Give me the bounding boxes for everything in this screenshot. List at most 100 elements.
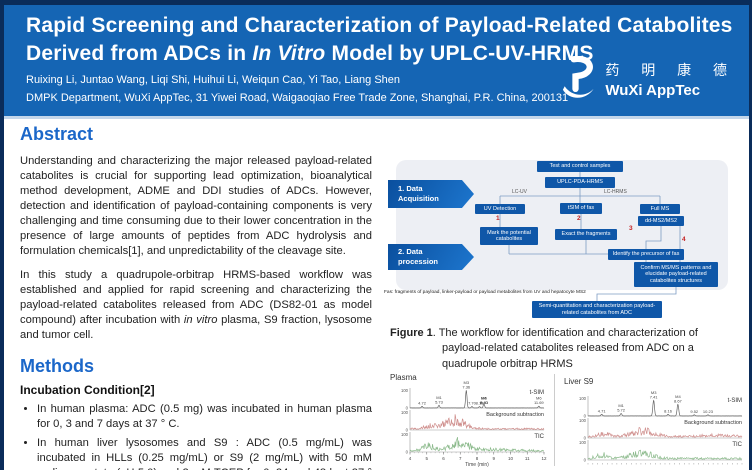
svg-text:100: 100 bbox=[401, 432, 409, 437]
svg-text:100: 100 bbox=[579, 418, 587, 423]
svg-text:8: 8 bbox=[476, 456, 479, 461]
flow-box-uv-detection: UV Detection bbox=[475, 204, 525, 214]
svg-text:Time (min): Time (min) bbox=[465, 462, 489, 468]
chromatogram-liver-s9: Liver S9 100 0 t-SIM 4.71 5.72 M1 7.41 M3 8.16 8.6… bbox=[562, 376, 748, 468]
wuxi-apptec-logo: 药 明 康 德 WuXi AppTec bbox=[562, 56, 736, 102]
step-number-4: 4 bbox=[682, 236, 686, 243]
chromatogram-divider bbox=[554, 374, 555, 466]
svg-text:10: 10 bbox=[508, 456, 514, 461]
flow-box-semi-quantitation: Semi-quantitation and characterization p… bbox=[532, 301, 662, 318]
affiliation-line: DMPK Department, WuXi AppTec, 31 Yiwei R… bbox=[26, 92, 569, 104]
methods-heading: Methods bbox=[20, 356, 94, 376]
svg-text:8.43: 8.43 bbox=[480, 400, 489, 405]
step-number-3: 3 bbox=[629, 225, 633, 232]
svg-text:M6: M6 bbox=[536, 396, 542, 401]
svg-text:100: 100 bbox=[401, 388, 409, 393]
svg-text:7.70: 7.70 bbox=[468, 401, 477, 406]
title2-italic: In Vitro bbox=[252, 42, 326, 65]
svg-text:Liver S9: Liver S9 bbox=[564, 377, 594, 386]
svg-text:M4: M4 bbox=[675, 394, 681, 399]
svg-text:0: 0 bbox=[584, 414, 587, 419]
svg-text:5.72: 5.72 bbox=[617, 408, 626, 413]
wuxi-logo-text: 药 明 康 德 WuXi AppTec bbox=[605, 60, 736, 99]
svg-text:M5: M5 bbox=[481, 396, 487, 401]
left-column: Abstract Understanding and characterizin… bbox=[20, 124, 372, 470]
svg-text:M3: M3 bbox=[651, 390, 657, 395]
svg-text:11.69: 11.69 bbox=[534, 400, 544, 405]
poster-title-line1: Rapid Screening and Characterization of … bbox=[26, 14, 733, 37]
svg-text:0: 0 bbox=[406, 406, 409, 411]
flow-box-dd-ms2: dd-MS2/MS2 bbox=[638, 216, 684, 226]
flow-box-identify-precursor: Identify the precursor of fas bbox=[608, 249, 684, 260]
flow-box-tsim-of-fas: tSIM of fas bbox=[560, 203, 602, 214]
workflow-connector-lines bbox=[499, 172, 681, 301]
svg-text:Background subtraction: Background subtraction bbox=[486, 412, 544, 418]
abstract-paragraph-2: In this study a quadrupole-orbitrap HRMS… bbox=[20, 268, 372, 343]
svg-text:7.41: 7.41 bbox=[650, 394, 659, 399]
figure1-caption: Figure 1. The workflow for identificatio… bbox=[390, 326, 742, 372]
flow-box-mark-potential-catabolites: Mark the potential catabolites bbox=[480, 227, 538, 245]
wuxi-logo-mark-icon bbox=[563, 56, 594, 98]
wuxi-logo-chinese: 药 明 康 德 bbox=[605, 61, 736, 78]
abstract-heading: Abstract bbox=[20, 124, 94, 144]
svg-text:7: 7 bbox=[459, 456, 462, 461]
abstract-p2-pre: In this study a quadrupole-orbitrap HRMS… bbox=[20, 269, 372, 326]
svg-text:100: 100 bbox=[579, 396, 587, 401]
incubation-condition-subheading: Incubation Condition[2] bbox=[20, 383, 155, 397]
figure1-caption-text: . The workflow for identification and ch… bbox=[432, 327, 698, 370]
abstract-paragraph-1: Understanding and characterizing the maj… bbox=[20, 155, 372, 257]
svg-text:5: 5 bbox=[425, 456, 428, 461]
step-number-2: 2 bbox=[577, 215, 581, 222]
svg-text:M1: M1 bbox=[618, 403, 624, 408]
flow-box-full-ms: Full MS bbox=[640, 204, 680, 214]
svg-text:t-SIM: t-SIM bbox=[530, 390, 544, 396]
svg-text:M4: M4 bbox=[481, 395, 487, 400]
poster-header: Rapid Screening and Characterization of … bbox=[0, 0, 752, 119]
svg-text:5.73: 5.73 bbox=[435, 399, 444, 404]
svg-text:7.36: 7.36 bbox=[462, 384, 471, 389]
poster-title-line2: Derived from ADCs in In Vitro Model by U… bbox=[26, 42, 594, 66]
svg-text:100: 100 bbox=[579, 440, 587, 445]
svg-text:8.15: 8.15 bbox=[476, 401, 485, 406]
chromatogram-plasma: Plasma 100 0 t-SIM 4.72 5.73 M1 7.36 M3 7.70 8.15 8… bbox=[388, 372, 550, 470]
abstract-p2-italic: in vitro bbox=[183, 314, 218, 326]
methods-bullet-list: In human plasma: ADC (0.5 mg) was incuba… bbox=[20, 402, 372, 470]
svg-text:11: 11 bbox=[525, 456, 530, 461]
svg-text:12: 12 bbox=[541, 456, 547, 461]
step-number-1: 1 bbox=[496, 215, 500, 222]
svg-text:TIC: TIC bbox=[732, 442, 742, 448]
flow-box-exact-the-fragments: Exact the fragments bbox=[555, 229, 617, 240]
svg-text:0: 0 bbox=[406, 450, 409, 455]
right-column: 1. Data Acquisition 2. Data procession T… bbox=[380, 120, 752, 470]
banner-data-acquisition: 1. Data Acquisition bbox=[388, 180, 474, 208]
svg-text:8.67: 8.67 bbox=[674, 398, 683, 403]
svg-text:6: 6 bbox=[442, 456, 445, 461]
svg-text:0: 0 bbox=[584, 436, 587, 441]
flow-box-confirm-msms-patterns: Confirm MS/MS patterns and elucidate pay… bbox=[634, 262, 718, 287]
svg-text:0: 0 bbox=[406, 428, 409, 433]
svg-text:M1: M1 bbox=[436, 395, 442, 400]
svg-text:Plasma: Plasma bbox=[390, 373, 417, 382]
figure1-caption-label: Figure 1 bbox=[390, 327, 433, 339]
branch-label-lc-uv: LC-UV bbox=[512, 189, 528, 195]
svg-text:10.23: 10.23 bbox=[703, 409, 714, 414]
banner-data-procession: 2. Data procession bbox=[388, 244, 474, 270]
title2-pre: Derived from ADCs in bbox=[26, 42, 253, 65]
svg-text:TIC: TIC bbox=[534, 434, 544, 440]
wuxi-logo-english: WuXi AppTec bbox=[605, 81, 701, 99]
svg-text:8.40: 8.40 bbox=[480, 400, 489, 405]
title2-post: Model by UPLC-UV-HRMS bbox=[325, 42, 594, 65]
authors-line: Ruixing Li, Juntao Wang, Liqi Shi, Huihu… bbox=[26, 74, 401, 86]
svg-text:4.72: 4.72 bbox=[418, 400, 427, 405]
branch-label-lc-hrms: LC-HRMS bbox=[604, 189, 627, 195]
banner-data-acquisition-label: 1. Data Acquisition bbox=[398, 184, 439, 203]
svg-text:9.52: 9.52 bbox=[690, 409, 699, 414]
svg-text:4.71: 4.71 bbox=[598, 408, 607, 413]
svg-text:8.16: 8.16 bbox=[664, 408, 673, 413]
svg-text:4: 4 bbox=[409, 456, 412, 461]
figure1-footnote: Fas: fragments of payload, linker-payloa… bbox=[384, 290, 586, 295]
methods-bullet-lysosomes-s9: In human liver lysosomes and S9 : ADC (0… bbox=[37, 436, 372, 470]
svg-text:t-SIM: t-SIM bbox=[728, 398, 742, 404]
abstract-p2-post: plasma, S9 fraction, lysosome and tumor … bbox=[20, 314, 372, 341]
